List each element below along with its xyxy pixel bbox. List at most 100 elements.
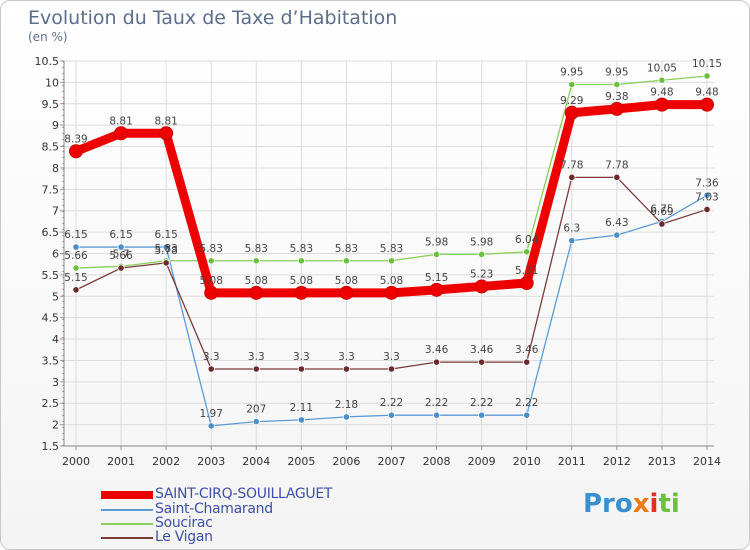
data-label: 3.3	[338, 351, 355, 363]
x-tick-label: 2006	[332, 455, 360, 468]
y-tick-label: 10	[45, 76, 59, 89]
y-tick-label: 9	[52, 119, 59, 132]
data-point	[384, 285, 399, 300]
x-tick-label: 2007	[378, 455, 406, 468]
data-label: 6.3	[563, 223, 580, 235]
data-label: 9.95	[560, 67, 583, 79]
data-point	[523, 358, 531, 366]
logo-part: ti	[658, 489, 680, 519]
y-tick-label: 2.5	[42, 397, 60, 410]
data-label: 5.66	[64, 250, 88, 262]
data-label: 3.3	[383, 351, 400, 363]
legend-swatch	[101, 509, 153, 511]
data-label: 2.18	[335, 399, 358, 411]
data-label: 9.95	[605, 67, 628, 79]
legend-swatch	[101, 523, 153, 525]
data-label: 5.98	[425, 236, 448, 248]
data-point	[387, 365, 396, 373]
data-point	[568, 237, 576, 245]
data-label: 5.83	[380, 243, 403, 255]
data-point	[700, 97, 714, 112]
y-tick-label: 4.5	[42, 312, 60, 325]
logo-part: Pro	[583, 489, 633, 519]
data-label: 2.22	[470, 397, 493, 409]
x-tick-label: 2003	[197, 455, 225, 468]
data-label: 2.22	[380, 397, 403, 409]
legend-label: SAINT-CIRQ-SOUILLAGUET	[155, 486, 333, 502]
y-tick-label: 6.5	[42, 226, 60, 239]
data-point	[342, 365, 351, 373]
data-point	[249, 285, 264, 300]
data-label: 9.48	[650, 87, 673, 99]
data-label: 8.81	[154, 115, 177, 127]
y-tick-label: 3.5	[42, 354, 60, 367]
data-point	[114, 126, 129, 141]
data-label: 5.66	[109, 250, 133, 262]
data-point	[429, 282, 444, 297]
data-point	[523, 248, 531, 256]
data-label: 5.83	[290, 243, 313, 255]
data-point	[72, 243, 80, 251]
data-point	[703, 205, 711, 214]
data-point	[658, 220, 666, 228]
chart-subtitle: (en %)	[28, 30, 68, 44]
data-point	[474, 279, 489, 294]
legend-label: Soucirac	[155, 515, 213, 531]
data-label: 9.38	[605, 91, 628, 103]
data-point	[613, 80, 621, 89]
data-label: 6.43	[605, 217, 628, 229]
data-label: 7.03	[695, 191, 718, 203]
y-tick-label: 6	[52, 248, 59, 261]
data-label: 7.36	[695, 177, 719, 189]
data-label: 5.31	[515, 265, 538, 277]
data-point	[207, 365, 215, 373]
data-label: 3.3	[203, 351, 220, 363]
data-label: 5.15	[425, 272, 448, 284]
data-point	[342, 257, 351, 265]
y-tick-label: 7.5	[42, 183, 60, 196]
data-label: 6.15	[109, 229, 132, 241]
data-label: 5.08	[335, 275, 358, 287]
data-point	[339, 285, 354, 300]
data-label: 3.46	[515, 344, 539, 356]
data-label: 3.46	[425, 344, 449, 356]
data-point	[658, 76, 666, 84]
data-point	[297, 257, 305, 265]
legend-swatch	[101, 491, 153, 499]
data-point	[69, 144, 83, 159]
y-tick-label: 9.5	[42, 98, 60, 111]
data-label: 5.83	[200, 243, 223, 255]
data-label: 5.23	[470, 268, 493, 280]
data-point	[342, 413, 351, 421]
data-label: 2.22	[515, 397, 538, 409]
data-label: 7.78	[560, 159, 583, 171]
data-point	[703, 191, 711, 199]
data-point	[613, 231, 621, 239]
data-label: 5.78	[154, 245, 177, 257]
x-tick-label: 2012	[603, 455, 631, 468]
y-tick-label: 5.5	[42, 269, 60, 282]
data-point	[613, 173, 621, 181]
data-point	[159, 126, 174, 141]
data-label: 207	[246, 404, 266, 416]
x-tick-label: 2004	[242, 455, 270, 468]
data-point	[162, 259, 170, 267]
data-point	[162, 243, 170, 251]
legend-label: Le Vigan	[155, 529, 213, 545]
data-label: 6.04	[515, 234, 539, 246]
data-point	[478, 358, 486, 366]
data-label: 6.69	[650, 206, 673, 218]
y-tick-label: 2	[52, 419, 59, 432]
legend-label: Saint-Chamarand	[155, 501, 273, 517]
data-point	[568, 173, 576, 181]
data-label: 7.78	[605, 159, 628, 171]
data-point	[297, 365, 305, 373]
x-tick-label: 2011	[558, 455, 586, 468]
y-tick-label: 10.5	[35, 55, 60, 68]
data-label: 5.98	[470, 236, 493, 248]
data-label: 5.83	[335, 243, 358, 255]
data-label: 5.7	[113, 248, 130, 260]
data-label: 5.08	[245, 275, 268, 287]
